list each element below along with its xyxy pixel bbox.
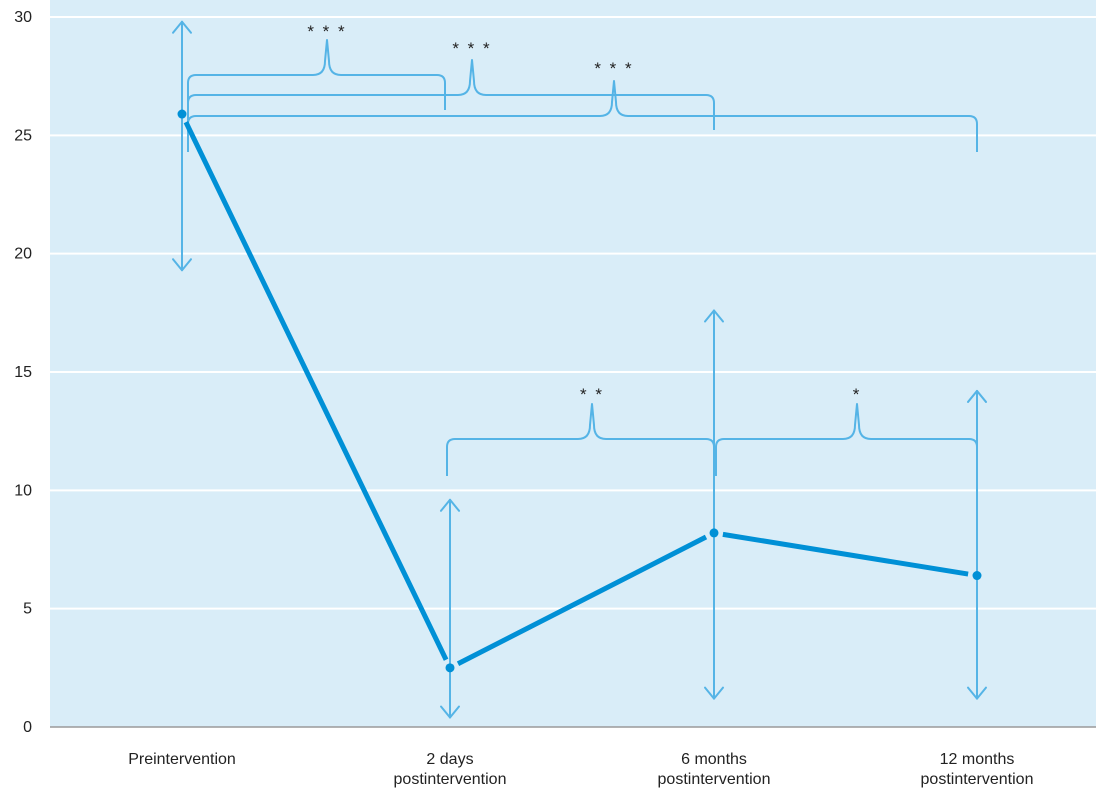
data-point bbox=[972, 571, 982, 581]
series-line-segment bbox=[183, 121, 449, 661]
error-bar-bottom-arrow bbox=[967, 686, 987, 700]
gridlines bbox=[50, 16, 1096, 610]
y-tick-label: 5 bbox=[23, 601, 32, 618]
error-bar bbox=[440, 498, 460, 719]
mean-series bbox=[177, 109, 982, 673]
error-bars bbox=[172, 20, 987, 719]
error-bar-top-arrow bbox=[172, 20, 192, 34]
data-point bbox=[445, 663, 455, 673]
x-category-label: 12 months bbox=[940, 751, 1015, 768]
significance-bracket: * * * bbox=[187, 59, 978, 152]
significance-brackets: * * * * * * * * * * * * bbox=[187, 22, 978, 476]
bracket-path bbox=[187, 39, 446, 110]
series-line-segment bbox=[456, 534, 708, 666]
series-line-segment bbox=[722, 531, 969, 577]
y-tick-label: 10 bbox=[14, 482, 32, 499]
error-bar bbox=[172, 20, 192, 272]
data-point bbox=[709, 528, 719, 538]
plot-background bbox=[50, 0, 1096, 727]
error-bar bbox=[704, 309, 724, 700]
y-tick-label: 0 bbox=[23, 719, 32, 736]
error-bar-bottom-arrow bbox=[704, 686, 724, 700]
y-tick-label: 20 bbox=[14, 246, 32, 263]
y-tick-label: 30 bbox=[14, 9, 32, 26]
x-category-label: postintervention bbox=[658, 771, 771, 788]
x-category-label: 2 days bbox=[426, 751, 473, 768]
significance-bracket: * * * bbox=[187, 39, 715, 152]
significance-bracket: * * bbox=[446, 385, 715, 476]
x-category-label: postintervention bbox=[394, 771, 507, 788]
significance-label: * * bbox=[580, 385, 604, 404]
significance-bracket: * * * bbox=[187, 22, 446, 110]
error-bar-bottom-arrow bbox=[172, 258, 192, 272]
y-tick-label: 25 bbox=[14, 127, 32, 144]
x-category-label: postintervention bbox=[921, 771, 1034, 788]
significance-label: * * * bbox=[452, 39, 491, 58]
x-axis-category-labels: Preintervention 2 days postintervention 6 m… bbox=[128, 751, 1033, 788]
bracket-path bbox=[187, 59, 715, 152]
bracket-path bbox=[715, 403, 978, 476]
x-category-label: 6 months bbox=[681, 751, 747, 768]
data-point bbox=[177, 109, 187, 119]
y-axis-tick-labels: 0 5 10 15 20 25 30 bbox=[14, 9, 32, 736]
significance-label: * * * bbox=[307, 22, 346, 41]
error-bar bbox=[967, 389, 987, 700]
significance-label: * * * bbox=[594, 59, 633, 78]
bracket-path bbox=[187, 80, 978, 152]
y-tick-label: 15 bbox=[14, 364, 32, 381]
error-bar-top-arrow bbox=[704, 309, 724, 323]
error-bar-bottom-arrow bbox=[440, 705, 460, 719]
error-bar-top-arrow bbox=[967, 389, 987, 403]
significance-bracket: * bbox=[715, 385, 978, 476]
error-bar-top-arrow bbox=[440, 498, 460, 512]
bracket-path bbox=[446, 403, 715, 476]
x-category-label: Preintervention bbox=[128, 751, 236, 768]
significance-label: * bbox=[853, 385, 862, 404]
